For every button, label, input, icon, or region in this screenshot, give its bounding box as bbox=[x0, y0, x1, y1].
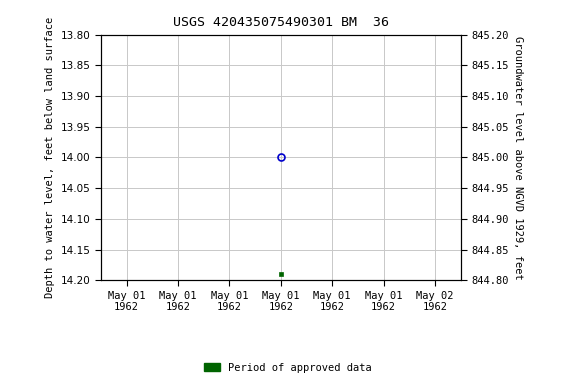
Y-axis label: Depth to water level, feet below land surface: Depth to water level, feet below land su… bbox=[45, 17, 55, 298]
Y-axis label: Groundwater level above NGVD 1929, feet: Groundwater level above NGVD 1929, feet bbox=[513, 36, 522, 279]
Legend: Period of approved data: Period of approved data bbox=[200, 359, 376, 377]
Title: USGS 420435075490301 BM  36: USGS 420435075490301 BM 36 bbox=[173, 16, 389, 29]
